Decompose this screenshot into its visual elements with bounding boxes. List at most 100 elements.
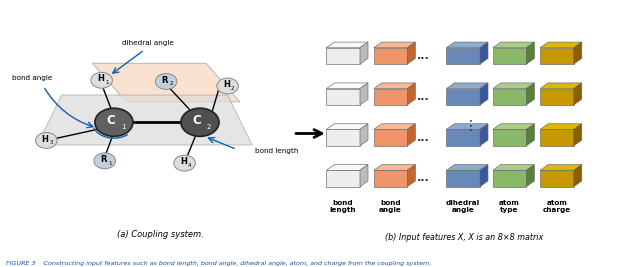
Polygon shape bbox=[493, 165, 534, 170]
Polygon shape bbox=[326, 42, 368, 48]
Polygon shape bbox=[540, 124, 582, 129]
Polygon shape bbox=[526, 42, 534, 64]
Polygon shape bbox=[493, 83, 534, 89]
Polygon shape bbox=[526, 124, 534, 146]
Polygon shape bbox=[493, 42, 534, 48]
Polygon shape bbox=[360, 124, 368, 146]
Polygon shape bbox=[360, 83, 368, 105]
Text: atom
type: atom type bbox=[499, 200, 520, 213]
Polygon shape bbox=[374, 165, 415, 170]
Polygon shape bbox=[408, 124, 415, 146]
Polygon shape bbox=[493, 48, 526, 64]
Circle shape bbox=[94, 153, 115, 169]
Text: 2: 2 bbox=[170, 81, 173, 86]
Polygon shape bbox=[37, 95, 252, 145]
Text: ...: ... bbox=[417, 51, 429, 61]
Text: bond length: bond length bbox=[255, 148, 299, 154]
Polygon shape bbox=[574, 42, 582, 64]
Polygon shape bbox=[540, 165, 582, 170]
Text: bond
length: bond length bbox=[330, 200, 356, 213]
Circle shape bbox=[95, 108, 133, 136]
Text: 3: 3 bbox=[50, 140, 53, 145]
Polygon shape bbox=[374, 42, 415, 48]
Text: bond angle: bond angle bbox=[12, 76, 52, 81]
Polygon shape bbox=[526, 83, 534, 105]
Polygon shape bbox=[526, 165, 534, 187]
Text: C: C bbox=[106, 115, 115, 127]
Text: C: C bbox=[193, 115, 201, 127]
Circle shape bbox=[181, 108, 219, 136]
Polygon shape bbox=[447, 170, 480, 187]
Text: 2: 2 bbox=[231, 86, 234, 91]
Polygon shape bbox=[480, 83, 488, 105]
Text: H: H bbox=[42, 135, 49, 144]
Polygon shape bbox=[408, 165, 415, 187]
Text: bond
angle: bond angle bbox=[379, 200, 402, 213]
Polygon shape bbox=[374, 170, 408, 187]
Polygon shape bbox=[374, 124, 415, 129]
Text: FIGURE 3    Constructing input features such as bond length, bond angle, dihedra: FIGURE 3 Constructing input features suc… bbox=[6, 261, 431, 266]
Polygon shape bbox=[92, 63, 240, 102]
Polygon shape bbox=[408, 83, 415, 105]
Polygon shape bbox=[540, 170, 574, 187]
Polygon shape bbox=[326, 124, 368, 129]
Text: 1: 1 bbox=[121, 124, 125, 130]
Polygon shape bbox=[374, 129, 408, 146]
Polygon shape bbox=[326, 170, 360, 187]
Circle shape bbox=[36, 132, 57, 148]
Polygon shape bbox=[493, 89, 526, 105]
Polygon shape bbox=[480, 42, 488, 64]
Polygon shape bbox=[480, 124, 488, 146]
Circle shape bbox=[91, 72, 113, 88]
Polygon shape bbox=[493, 170, 526, 187]
Polygon shape bbox=[574, 124, 582, 146]
Text: 1: 1 bbox=[108, 161, 111, 166]
Polygon shape bbox=[447, 89, 480, 105]
Text: ⋮: ⋮ bbox=[464, 119, 478, 133]
Text: R: R bbox=[162, 76, 168, 85]
Text: H: H bbox=[180, 157, 187, 166]
Polygon shape bbox=[326, 129, 360, 146]
Polygon shape bbox=[574, 165, 582, 187]
Polygon shape bbox=[540, 42, 582, 48]
Text: R: R bbox=[100, 155, 107, 164]
Polygon shape bbox=[540, 83, 582, 89]
Polygon shape bbox=[447, 165, 488, 170]
Text: 4: 4 bbox=[188, 163, 191, 168]
Circle shape bbox=[156, 73, 177, 89]
Text: ...: ... bbox=[417, 133, 429, 143]
Text: (a) Coupling system.: (a) Coupling system. bbox=[116, 230, 204, 239]
Polygon shape bbox=[493, 129, 526, 146]
Polygon shape bbox=[447, 124, 488, 129]
Polygon shape bbox=[408, 42, 415, 64]
Circle shape bbox=[217, 78, 238, 94]
Polygon shape bbox=[326, 48, 360, 64]
Polygon shape bbox=[374, 89, 408, 105]
Polygon shape bbox=[540, 129, 574, 146]
Text: 2: 2 bbox=[207, 124, 211, 130]
Text: H: H bbox=[223, 80, 230, 89]
Text: dihedral angle: dihedral angle bbox=[122, 40, 173, 46]
Circle shape bbox=[174, 155, 195, 171]
Polygon shape bbox=[374, 83, 415, 89]
Polygon shape bbox=[360, 42, 368, 64]
Polygon shape bbox=[360, 165, 368, 187]
Polygon shape bbox=[326, 165, 368, 170]
Text: ...: ... bbox=[417, 92, 429, 102]
Polygon shape bbox=[480, 165, 488, 187]
Polygon shape bbox=[326, 83, 368, 89]
Text: (b) Input features X, X is an 8×8 matrix: (b) Input features X, X is an 8×8 matrix bbox=[385, 233, 543, 242]
Polygon shape bbox=[447, 42, 488, 48]
Text: dihedral
angle: dihedral angle bbox=[446, 200, 480, 213]
Polygon shape bbox=[326, 89, 360, 105]
Polygon shape bbox=[574, 83, 582, 105]
Polygon shape bbox=[447, 129, 480, 146]
Polygon shape bbox=[540, 89, 574, 105]
Text: 1: 1 bbox=[105, 80, 109, 85]
Polygon shape bbox=[447, 83, 488, 89]
Text: H: H bbox=[97, 74, 104, 84]
Polygon shape bbox=[493, 124, 534, 129]
Polygon shape bbox=[447, 48, 480, 64]
Text: ...: ... bbox=[417, 174, 429, 183]
Text: atom
charge: atom charge bbox=[543, 200, 571, 213]
